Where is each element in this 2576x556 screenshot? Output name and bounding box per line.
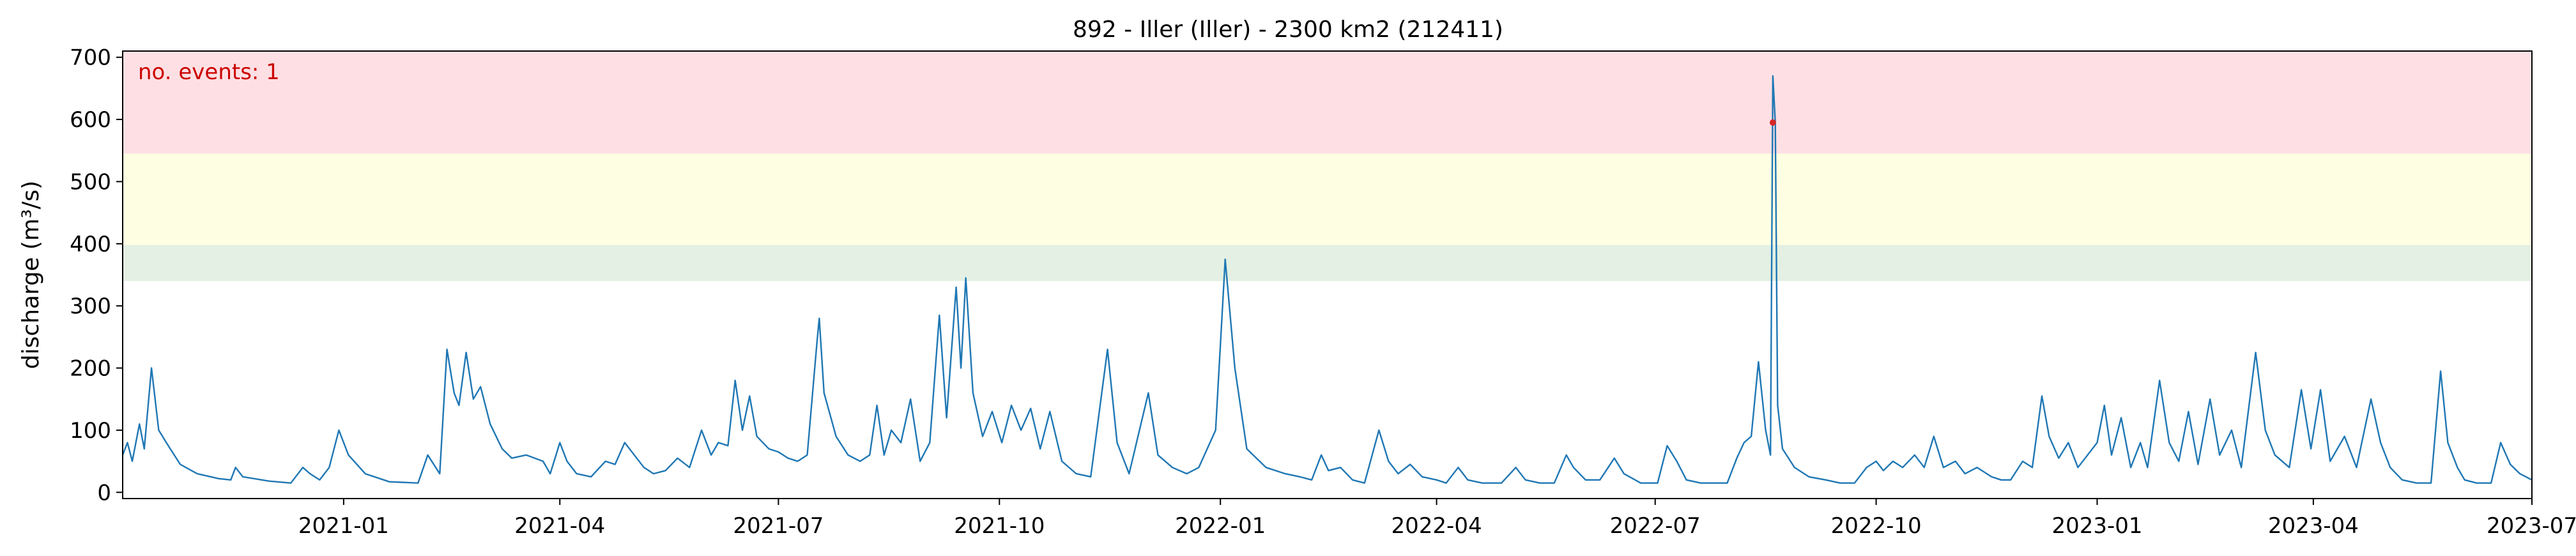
events-count-annotation: no. events: 1 bbox=[138, 59, 280, 85]
y-tick-label: 0 bbox=[97, 480, 111, 506]
discharge-series-line bbox=[121, 75, 2533, 484]
plot-frame bbox=[122, 50, 2533, 499]
x-tick-label: 2023-04 bbox=[2268, 513, 2359, 539]
y-tick-label: 200 bbox=[70, 356, 111, 382]
x-tick-label: 2021-07 bbox=[733, 513, 824, 539]
x-tick-label: 2022-01 bbox=[1175, 513, 1266, 539]
event-marker bbox=[1769, 119, 1776, 126]
x-tick-label: 2022-04 bbox=[1392, 513, 1482, 539]
x-axis: 2021-01 2021-04 2021-07 2021-10 2022-01 2022-… bbox=[298, 499, 2576, 539]
y-tick-label: 700 bbox=[70, 45, 111, 71]
threshold-bands bbox=[123, 51, 2532, 282]
y-tick-label: 500 bbox=[70, 169, 111, 195]
x-tick-label: 2023-01 bbox=[2051, 513, 2142, 539]
y-tick-label: 300 bbox=[70, 294, 111, 319]
x-tick-label: 2021-04 bbox=[514, 513, 605, 539]
y-axis-label: discharge (m³/s) bbox=[18, 181, 44, 369]
chart-title: 892 - Iller (Iller) - 2300 km2 (212411) bbox=[1073, 17, 1503, 43]
y-tick-label: 600 bbox=[70, 107, 111, 133]
threshold-band-2 bbox=[123, 51, 2532, 154]
x-tick-label: 2023-07 bbox=[2487, 513, 2576, 539]
threshold-band-0 bbox=[123, 244, 2532, 282]
x-tick-label: 2022-07 bbox=[1610, 513, 1701, 539]
y-axis: 0 100 200 300 400 500 600 700 bbox=[70, 45, 123, 506]
y-tick-label: 400 bbox=[70, 232, 111, 257]
series-layer bbox=[121, 75, 2533, 484]
events-layer bbox=[1769, 119, 1776, 126]
x-tick-label: 2021-01 bbox=[298, 513, 389, 539]
x-tick-label: 2021-10 bbox=[954, 513, 1045, 539]
x-tick-label: 2022-10 bbox=[1831, 513, 1922, 539]
y-tick-label: 100 bbox=[70, 418, 111, 444]
threshold-band-1 bbox=[123, 153, 2532, 245]
plot-area bbox=[121, 50, 2533, 499]
